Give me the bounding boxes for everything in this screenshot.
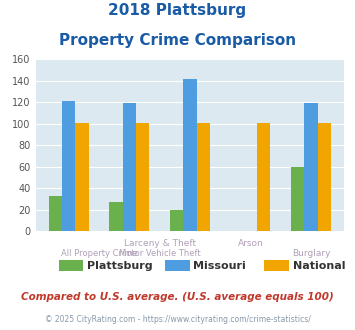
Bar [136,123,149,231]
Text: Motor Vehicle Theft: Motor Vehicle Theft [119,249,201,258]
Text: Larceny & Theft: Larceny & Theft [124,239,196,248]
Bar [304,103,318,231]
Text: Burglary: Burglary [292,249,330,258]
Bar [76,123,89,231]
Text: 2018 Plattsburg: 2018 Plattsburg [108,3,247,18]
Bar [62,101,76,231]
Text: All Property Crime: All Property Crime [61,249,137,258]
Bar [123,103,136,231]
Text: Arson: Arson [237,239,263,248]
Bar [257,123,271,231]
Bar [318,123,331,231]
Text: Compared to U.S. average. (U.S. average equals 100): Compared to U.S. average. (U.S. average … [21,292,334,302]
Bar [109,202,123,231]
Text: National: National [293,261,345,271]
Bar [49,196,62,231]
Text: Plattsburg: Plattsburg [87,261,153,271]
Text: Property Crime Comparison: Property Crime Comparison [59,33,296,48]
Bar [291,167,304,231]
Bar [197,123,210,231]
Bar [183,79,197,231]
Bar [170,210,183,231]
Text: © 2025 CityRating.com - https://www.cityrating.com/crime-statistics/: © 2025 CityRating.com - https://www.city… [45,315,310,324]
Text: Missouri: Missouri [193,261,246,271]
